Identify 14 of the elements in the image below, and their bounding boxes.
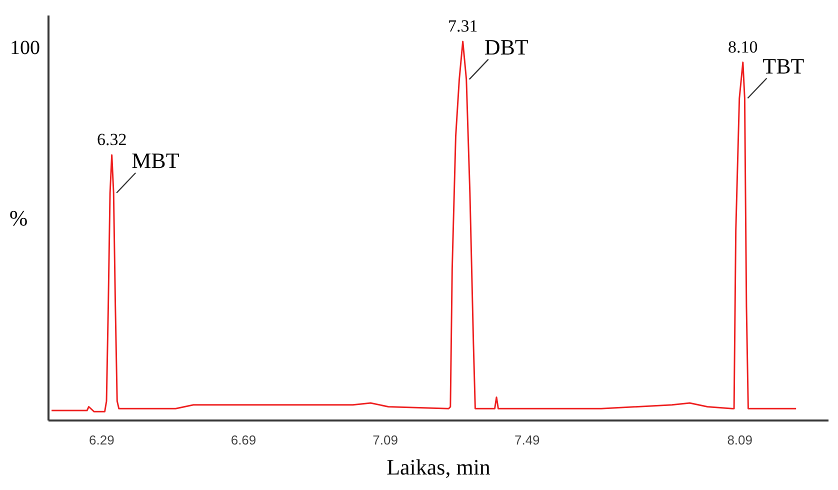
x-tick-label: 8.09 [727, 432, 753, 448]
annotation: TBT [762, 53, 805, 78]
annotation: 8.10 [728, 37, 758, 56]
annotation: DBT [484, 34, 529, 60]
annotation: 7.31 [448, 16, 478, 36]
annotation: 6.32 [96, 130, 127, 150]
text: 100 [10, 37, 40, 59]
x-tick-label: 6.69 [230, 432, 256, 448]
x-tick-label: 6.29 [89, 432, 114, 448]
y-axis-title: % [9, 206, 28, 230]
annotation: MBT [132, 148, 180, 173]
x-tick-label: 7.49 [514, 432, 540, 448]
x-axis-title: Laikas, min [386, 454, 490, 480]
x-tick-label: 7.09 [372, 432, 398, 448]
